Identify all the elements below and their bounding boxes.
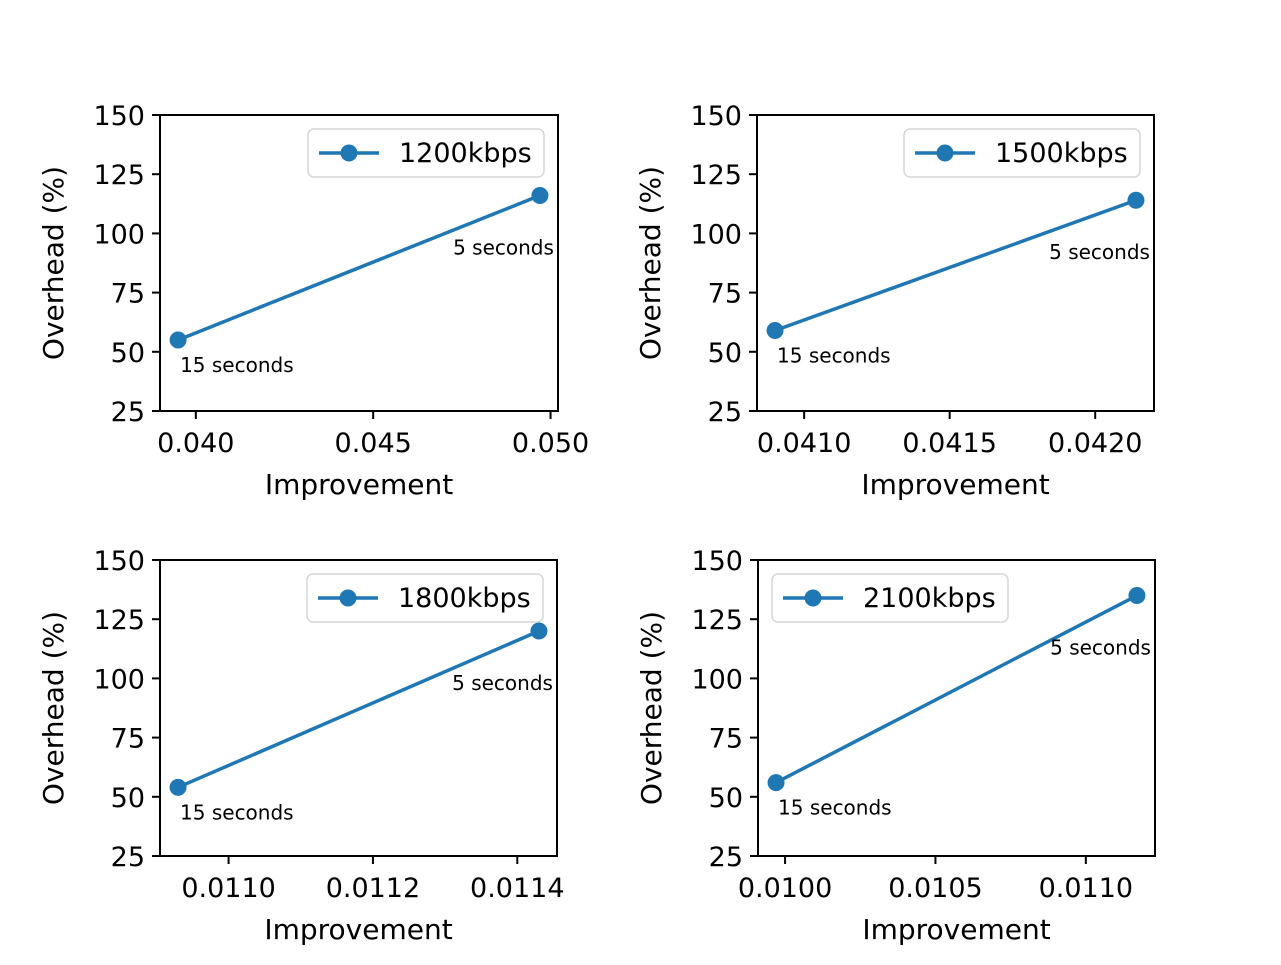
y-tick-label: 150 xyxy=(93,546,145,577)
y-tick-label: 150 xyxy=(691,546,743,577)
series-line xyxy=(775,593,1138,785)
data-point-marker xyxy=(530,622,548,640)
y-tick-label: 25 xyxy=(708,397,742,428)
y-tick-label: 75 xyxy=(111,724,145,755)
x-tick-label: 0.0112 xyxy=(326,873,420,904)
x-tick-label: 0.040 xyxy=(157,428,234,459)
data-point-marker xyxy=(1127,191,1145,209)
x-axis: 0.0110 0.0112 0.0114 xyxy=(181,856,565,904)
legend-marker xyxy=(339,589,357,607)
y-tick-label: 25 xyxy=(111,842,145,873)
y-tick-label: 50 xyxy=(111,783,145,814)
legend: 2100kbps xyxy=(771,573,1009,623)
point-annotation: 15 seconds xyxy=(180,353,294,377)
y-tick-label: 100 xyxy=(93,219,145,250)
y-tick-label: 100 xyxy=(93,664,145,695)
data-point-marker xyxy=(766,321,784,339)
y-axis: 25 50 75 100 125 150 xyxy=(690,101,757,428)
x-axis: 0.0100 0.0105 0.0110 xyxy=(738,856,1133,904)
x-tick-label: 0.050 xyxy=(512,428,589,459)
y-tick-label: 50 xyxy=(111,338,145,369)
legend-box xyxy=(306,573,544,623)
legend-label: 1500kbps xyxy=(995,138,1128,169)
y-axis-label: Overhead (%) xyxy=(634,166,667,360)
subplot-1200kbps: 0.040 0.045 0.050 25 50 75 100 125 150 Improvemen… xyxy=(37,101,589,501)
y-tick-label: 50 xyxy=(709,783,743,814)
series-line xyxy=(177,629,540,789)
legend-box xyxy=(307,128,545,178)
legend-box xyxy=(771,573,1009,623)
data-point-marker xyxy=(169,331,187,349)
legend-box xyxy=(903,128,1141,178)
y-tick-label: 25 xyxy=(111,397,145,428)
x-axis-label: Improvement xyxy=(265,468,453,501)
legend-marker xyxy=(804,589,822,607)
legend: 1500kbps xyxy=(903,128,1141,178)
x-tick-label: 0.0105 xyxy=(888,873,982,904)
x-tick-label: 0.045 xyxy=(335,428,412,459)
point-annotation: 5 seconds xyxy=(1050,636,1151,660)
subplot-1800kbps: 0.0110 0.0112 0.0114 25 50 75 100 125 150 Improve… xyxy=(37,546,565,946)
legend-marker xyxy=(936,144,954,162)
x-axis: 0.040 0.045 0.050 xyxy=(157,411,589,459)
x-axis-label: Improvement xyxy=(861,468,1049,501)
y-tick-label: 150 xyxy=(690,101,742,132)
point-annotation: 5 seconds xyxy=(453,236,554,260)
x-tick-label: 0.0110 xyxy=(1039,873,1133,904)
y-tick-label: 125 xyxy=(93,605,145,636)
subplot-2100kbps: 0.0100 0.0105 0.0110 25 50 75 100 125 150 Improve… xyxy=(635,546,1156,946)
y-tick-label: 125 xyxy=(691,605,743,636)
data-point-marker xyxy=(767,774,785,792)
legend-label: 1800kbps xyxy=(398,583,531,614)
legend: 1800kbps xyxy=(306,573,544,623)
point-annotation: 5 seconds xyxy=(452,671,553,695)
x-axis-label: Improvement xyxy=(862,913,1050,946)
y-axis: 25 50 75 100 125 150 xyxy=(691,546,758,873)
subplot-1500kbps: 0.0410 0.0415 0.0420 25 50 75 100 125 150 Improve… xyxy=(634,101,1155,501)
legend-label: 1200kbps xyxy=(399,138,532,169)
y-tick-label: 75 xyxy=(708,279,742,310)
plot-border xyxy=(159,114,559,412)
x-tick-label: 0.0415 xyxy=(902,428,996,459)
y-tick-label: 25 xyxy=(709,842,743,873)
point-annotation: 15 seconds xyxy=(778,796,892,820)
point-annotation: 5 seconds xyxy=(1049,240,1150,264)
legend-marker xyxy=(340,144,358,162)
plot-border xyxy=(756,114,1155,412)
y-axis-label: Overhead (%) xyxy=(37,611,70,805)
x-axis: 0.0410 0.0415 0.0420 xyxy=(757,411,1142,459)
y-tick-label: 100 xyxy=(690,219,742,250)
x-tick-label: 0.0100 xyxy=(738,873,832,904)
x-tick-label: 0.0410 xyxy=(757,428,851,459)
plot-border xyxy=(757,559,1156,857)
legend: 1200kbps xyxy=(307,128,545,178)
x-tick-label: 0.0114 xyxy=(470,873,564,904)
y-axis: 25 50 75 100 125 150 xyxy=(93,101,160,428)
y-tick-label: 75 xyxy=(111,279,145,310)
data-point-marker xyxy=(1128,587,1146,605)
series-line xyxy=(177,193,541,342)
y-tick-label: 100 xyxy=(691,664,743,695)
x-tick-label: 0.0420 xyxy=(1048,428,1142,459)
point-annotation: 15 seconds xyxy=(777,343,891,367)
data-point-marker xyxy=(169,778,187,796)
y-tick-label: 75 xyxy=(709,724,743,755)
legend-label: 2100kbps xyxy=(863,583,996,614)
y-tick-label: 125 xyxy=(690,160,742,191)
y-axis: 25 50 75 100 125 150 xyxy=(93,546,160,873)
plot-border xyxy=(159,559,558,857)
x-tick-label: 0.0110 xyxy=(181,873,275,904)
y-axis-label: Overhead (%) xyxy=(635,611,668,805)
y-tick-label: 150 xyxy=(93,101,145,132)
x-axis-label: Improvement xyxy=(264,913,452,946)
y-tick-label: 125 xyxy=(93,160,145,191)
y-axis-label: Overhead (%) xyxy=(37,166,70,360)
series-line xyxy=(774,198,1137,333)
y-tick-label: 50 xyxy=(708,338,742,369)
point-annotation: 15 seconds xyxy=(180,800,294,824)
data-point-marker xyxy=(531,187,549,205)
